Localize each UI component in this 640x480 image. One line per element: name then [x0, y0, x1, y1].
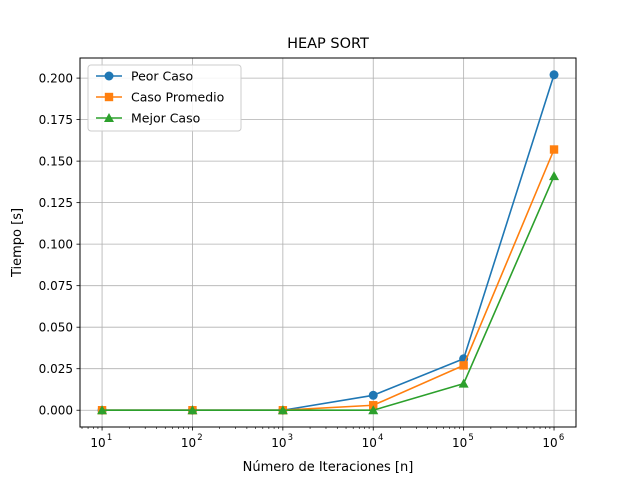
x-axis-label: Número de Iteraciones [n] — [243, 460, 414, 475]
legend: Peor Caso Caso Promedio Mejor Caso — [87, 64, 242, 132]
chart-title: HEAP SORT — [287, 36, 369, 52]
legend-frame — [87, 64, 242, 132]
plot-frame — [79, 57, 577, 428]
y-tick-label: 0.175 — [39, 113, 73, 127]
y-tick-label: 0.100 — [39, 237, 73, 251]
y-tick-label: 0.075 — [39, 279, 73, 293]
legend-marker — [104, 113, 114, 122]
x-tick-label-exponent: 3 — [288, 433, 293, 443]
series-line — [102, 149, 555, 412]
legend-marker — [104, 71, 114, 81]
legend-item: Caso Promedio — [96, 90, 224, 105]
x-tick-label-exponent: 2 — [197, 433, 202, 443]
y-tick-label: 0.200 — [39, 71, 73, 85]
data-point — [458, 378, 469, 388]
series-line — [102, 175, 555, 412]
x-tick-label-exponent: 5 — [468, 433, 473, 443]
y-tick-label: 0.125 — [39, 196, 73, 210]
data-point — [549, 145, 559, 154]
x-tick-label: 10 — [452, 436, 467, 450]
data-point — [549, 171, 560, 181]
data-point — [459, 361, 468, 370]
x-tick-label-exponent: 4 — [378, 433, 383, 443]
x-tick-label-exponent: 1 — [107, 433, 112, 443]
legend-item: Mejor Caso — [96, 111, 200, 126]
data-point — [368, 390, 378, 400]
data-point — [368, 405, 379, 415]
data-point — [549, 70, 559, 80]
x-tick-label: 10 — [90, 436, 105, 450]
x-tick-label: 10 — [542, 436, 557, 450]
y-tick-label: 0.050 — [39, 320, 73, 334]
x-tick-label: 10 — [362, 436, 377, 450]
legend-item: Peor Caso — [96, 69, 193, 84]
legend-label: Peor Caso — [131, 69, 193, 84]
y-tick-label: 0.025 — [39, 362, 73, 376]
y-tick-label: 0.000 — [39, 403, 73, 417]
y-axis-label: Tiempo [s] — [10, 208, 25, 278]
data-point — [97, 405, 108, 415]
legend-label: Mejor Caso — [131, 111, 200, 126]
data-point — [277, 405, 288, 415]
data-point — [187, 405, 198, 415]
x-tick-label: 10 — [271, 436, 286, 450]
y-tick-label: 0.150 — [39, 154, 73, 168]
series-layer — [97, 70, 560, 415]
ticks-layer: 0.000 0.025 0.050 0.075 0.100 0.125 0.150 0.175… — [39, 71, 565, 450]
x-tick-label-exponent: 6 — [559, 433, 564, 443]
legend-label: Caso Promedio — [131, 90, 224, 105]
legend-marker — [104, 92, 114, 102]
series-mejor-caso — [97, 171, 560, 415]
x-tick-label: 10 — [181, 436, 196, 450]
